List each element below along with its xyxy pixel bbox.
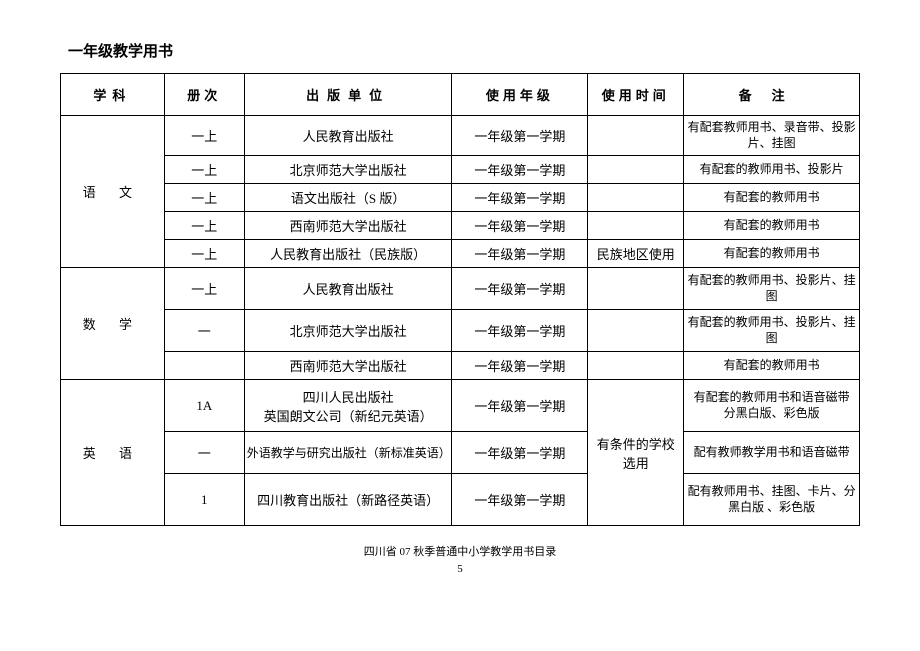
- cell-volume: 一: [164, 310, 244, 352]
- cell-volume: 一上: [164, 268, 244, 310]
- cell-remark: 配有教师教学用书和语音磁带: [684, 432, 860, 474]
- cell-publisher: 西南师范大学出版社: [244, 352, 452, 380]
- col-subject: 学科: [61, 74, 165, 116]
- cell-subject: 数 学: [61, 268, 165, 380]
- cell-grade: 一年级第一学期: [452, 310, 588, 352]
- cell-grade: 一年级第一学期: [452, 380, 588, 432]
- cell-time: [588, 156, 684, 184]
- table-row: 一上 人民教育出版社（民族版） 一年级第一学期 民族地区使用 有配套的教师用书: [61, 240, 860, 268]
- table-row: 西南师范大学出版社 一年级第一学期 有配套的教师用书: [61, 352, 860, 380]
- table-row: 数 学 一上 人民教育出版社 一年级第一学期 有配套的教师用书、投影片、挂图: [61, 268, 860, 310]
- cell-remark: 有配套的教师用书: [684, 212, 860, 240]
- cell-remark: 有配套教师用书、录音带、投影片、挂图: [684, 116, 860, 156]
- cell-subject: 英 语: [61, 380, 165, 526]
- textbook-table: 学科 册次 出版单位 使用年级 使用时间 备注 语 文 一上 人民教育出版社 一…: [60, 73, 860, 526]
- table-row: 一上 北京师范大学出版社 一年级第一学期 有配套的教师用书、投影片: [61, 156, 860, 184]
- cell-remark: 有配套的教师用书、投影片、挂图: [684, 310, 860, 352]
- cell-volume: 一: [164, 432, 244, 474]
- cell-time: [588, 268, 684, 310]
- col-publisher: 出版单位: [244, 74, 452, 116]
- cell-grade: 一年级第一学期: [452, 352, 588, 380]
- cell-publisher: 北京师范大学出版社: [244, 156, 452, 184]
- cell-remark: 有配套的教师用书和语音磁带 分黑白版、彩色版: [684, 380, 860, 432]
- cell-grade: 一年级第一学期: [452, 156, 588, 184]
- cell-volume: 一上: [164, 212, 244, 240]
- table-row: 一 外语教学与研究出版社（新标准英语） 一年级第一学期 配有教师教学用书和语音磁…: [61, 432, 860, 474]
- cell-grade: 一年级第一学期: [452, 116, 588, 156]
- cell-publisher: 外语教学与研究出版社（新标准英语）: [244, 432, 452, 474]
- cell-time: 有条件的学校选用: [588, 380, 684, 526]
- table-row: 英 语 1A 四川人民出版社 英国朗文公司（新纪元英语） 一年级第一学期 有条件…: [61, 380, 860, 432]
- table-row: 一上 西南师范大学出版社 一年级第一学期 有配套的教师用书: [61, 212, 860, 240]
- cell-remark: 有配套的教师用书: [684, 352, 860, 380]
- cell-volume: 1A: [164, 380, 244, 432]
- col-grade: 使用年级: [452, 74, 588, 116]
- cell-grade: 一年级第一学期: [452, 432, 588, 474]
- table-row: 1 四川教育出版社（新路径英语） 一年级第一学期 配有教师用书、挂图、卡片、分黑…: [61, 474, 860, 526]
- pub-line2: 英国朗文公司（新纪元英语）: [264, 409, 433, 424]
- cell-volume: 一上: [164, 156, 244, 184]
- table-row: 一 北京师范大学出版社 一年级第一学期 有配套的教师用书、投影片、挂图: [61, 310, 860, 352]
- cell-volume: 一上: [164, 116, 244, 156]
- table-header-row: 学科 册次 出版单位 使用年级 使用时间 备注: [61, 74, 860, 116]
- cell-time: [588, 352, 684, 380]
- cell-grade: 一年级第一学期: [452, 474, 588, 526]
- cell-volume: 一上: [164, 240, 244, 268]
- rem-line2: 分黑白版、彩色版: [724, 406, 820, 420]
- cell-publisher: 北京师范大学出版社: [244, 310, 452, 352]
- cell-time: [588, 310, 684, 352]
- cell-publisher: 四川人民出版社 英国朗文公司（新纪元英语）: [244, 380, 452, 432]
- cell-publisher: 人民教育出版社: [244, 268, 452, 310]
- cell-grade: 一年级第一学期: [452, 240, 588, 268]
- cell-volume: [164, 352, 244, 380]
- cell-volume: 1: [164, 474, 244, 526]
- table-row: 语 文 一上 人民教育出版社 一年级第一学期 有配套教师用书、录音带、投影片、挂…: [61, 116, 860, 156]
- page-footer: 四川省 07 秋季普通中小学教学用书目录 5: [60, 544, 860, 577]
- rem-line1: 有配套的教师用书和语音磁带: [694, 390, 850, 404]
- cell-publisher: 西南师范大学出版社: [244, 212, 452, 240]
- section-title: 一年级教学用书: [68, 40, 860, 61]
- cell-grade: 一年级第一学期: [452, 212, 588, 240]
- cell-time: 民族地区使用: [588, 240, 684, 268]
- col-time: 使用时间: [588, 74, 684, 116]
- table-row: 一上 语文出版社（S 版） 一年级第一学期 有配套的教师用书: [61, 184, 860, 212]
- cell-grade: 一年级第一学期: [452, 184, 588, 212]
- cell-time: [588, 212, 684, 240]
- cell-remark: 有配套的教师用书: [684, 184, 860, 212]
- cell-publisher: 人民教育出版社（民族版）: [244, 240, 452, 268]
- cell-publisher: 人民教育出版社: [244, 116, 452, 156]
- page-number: 5: [60, 561, 860, 578]
- cell-volume: 一上: [164, 184, 244, 212]
- cell-remark: 配有教师用书、挂图、卡片、分黑白版 、彩色版: [684, 474, 860, 526]
- cell-time: [588, 116, 684, 156]
- pub-line1: 四川人民出版社: [303, 390, 394, 405]
- cell-time: [588, 184, 684, 212]
- cell-remark: 有配套的教师用书: [684, 240, 860, 268]
- cell-remark: 有配套的教师用书、投影片、挂图: [684, 268, 860, 310]
- col-remark: 备注: [684, 74, 860, 116]
- cell-grade: 一年级第一学期: [452, 268, 588, 310]
- footer-title: 四川省 07 秋季普通中小学教学用书目录: [60, 544, 860, 561]
- cell-publisher: 四川教育出版社（新路径英语）: [244, 474, 452, 526]
- cell-subject: 语 文: [61, 116, 165, 268]
- cell-remark: 有配套的教师用书、投影片: [684, 156, 860, 184]
- col-volume: 册次: [164, 74, 244, 116]
- cell-publisher: 语文出版社（S 版）: [244, 184, 452, 212]
